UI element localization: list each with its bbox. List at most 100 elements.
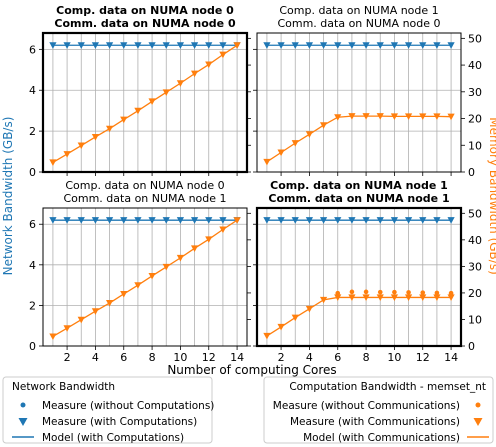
memory-measure-marker [176,80,185,87]
memory-measure-marker [63,325,71,332]
legend-network-item: Model (with Computations) [42,432,184,444]
legend-memory-title: Computation Bandwidth - memset_nt [289,381,486,393]
memory-measure-marker [362,294,370,302]
memory-measure-marker [404,294,413,302]
memory-measure-dot [448,290,454,296]
panel-title-line1: Comp. data on NUMA node 0 [65,179,224,192]
network-measure-marker [105,42,114,49]
legend-network-item: Measure (without Computations) [42,400,214,412]
memory-measure-marker [362,113,370,120]
network-measure-marker [134,217,142,224]
x-tick-label: 6 [334,351,341,364]
memory-measure-marker [77,316,85,324]
memory-measure-marker [162,89,170,96]
network-measure-marker [190,42,199,49]
legend-memory-item: Measure (with Communications) [290,416,460,428]
network-measure-marker [120,42,128,49]
x-tick-label: 8 [363,351,370,364]
y-tick-label-left: 6 [29,43,36,56]
network-measure-marker [263,217,271,224]
network-measure-marker [205,42,213,49]
legend-network-title: Network Bandwidth [12,381,115,393]
panel-3: 0 2 4 6 2 4 6 8 10 12 14 Comp. data on NUMA node 0C… [29,179,251,364]
memory-measure-dot [335,290,341,296]
memory-measure-marker [291,140,299,147]
network-measure-marker [376,217,384,224]
network-measure-marker [162,217,170,224]
memory-measure-marker [390,294,399,302]
memory-measure-dot [349,289,355,295]
network-measure-marker [148,217,156,224]
network-measure-marker [205,217,213,224]
x-tick-label: 4 [306,351,313,364]
memory-measure-marker [319,296,328,304]
panel-title-line2: Comm. data on NUMA node 1 [63,192,226,205]
memory-measure-marker [91,308,100,315]
network-measure-marker [148,42,156,49]
network-measure-marker [190,217,199,224]
memory-measure-marker [419,113,427,120]
x-tick-label: 8 [149,351,156,364]
memory-measure-marker [348,294,356,302]
panel-title-line1: Comp. data on NUMA node 1 [270,179,448,192]
memory-measure-marker [105,125,114,133]
legend-network-item: Measure (with Computations) [42,416,197,428]
panel-title-line2: Comm. data on NUMA node 1 [268,192,449,205]
legend-memory: Computation Bandwidth - memset_nt Measur… [263,376,494,444]
y-tick-label-left: 2 [29,299,36,312]
y-axis-label-right: Memory Bandwidth (GB/s) [487,117,496,275]
panel-2: 0 10 20 30 40 50 Comp. data on NUMA node 1Comm… [253,4,482,179]
memory-measure-dot [420,290,426,295]
legend-memory-frame [263,376,494,444]
panel-title-line1: Comp. data on NUMA node 0 [56,4,234,17]
network-measure-marker [49,217,57,224]
memory-measure-marker [190,70,199,78]
plot-area [257,33,461,172]
legend-network-frame [2,376,213,444]
y-tick-label-left: 0 [29,166,36,179]
network-measure-marker [77,42,85,49]
x-tick-label: 14 [444,351,458,364]
memory-measure-marker [277,149,285,157]
network-measure-marker [319,42,328,49]
memory-measure-marker [305,131,314,138]
memory-measure-dot [392,289,397,295]
network-measure-marker [334,42,342,49]
network-measure-marker [334,217,342,224]
network-measure-marker [404,42,413,49]
network-measure-marker [219,42,227,49]
y-tick-label-left: 4 [29,259,36,272]
memory-measure-marker [433,113,441,120]
legend-network-triangle-marker [18,418,28,426]
memory-measure-marker [263,158,271,166]
memory-measure-marker [120,290,128,298]
memory-measure-marker [91,133,100,141]
memory-measure-marker [376,113,384,120]
network-measure-marker [447,217,455,224]
y-tick-label-right: 20 [468,287,482,300]
memory-measure-marker [433,294,441,302]
panel-title-line1: Comp. data on NUMA node 1 [279,4,438,17]
network-measure-marker [176,217,185,224]
y-tick-label-right: 0 [468,166,475,179]
network-measure-marker [176,42,185,49]
x-tick-label: 2 [278,351,285,364]
panel-title-line2: Comm. data on NUMA node 0 [277,17,440,30]
memory-measure-marker [77,142,85,150]
memory-measure-marker [120,116,128,124]
x-tick-label: 6 [120,351,127,364]
x-tick-label: 14 [230,351,244,364]
plot-area [43,33,247,172]
memory-measure-marker [148,98,156,106]
panel-4: 0 10 20 30 40 50 2 4 6 8 10 12 14 Comp. data on NUMA … [253,179,482,364]
network-measure-marker [348,217,356,224]
memory-measure-marker [376,294,384,302]
memory-measure-marker [134,282,142,289]
memory-measure-marker [176,254,185,262]
memory-measure-marker [63,151,71,158]
network-measure-marker [305,42,314,49]
legend-network: Network Bandwidth Measure (without Compu… [2,376,214,444]
plot-area [43,208,247,346]
